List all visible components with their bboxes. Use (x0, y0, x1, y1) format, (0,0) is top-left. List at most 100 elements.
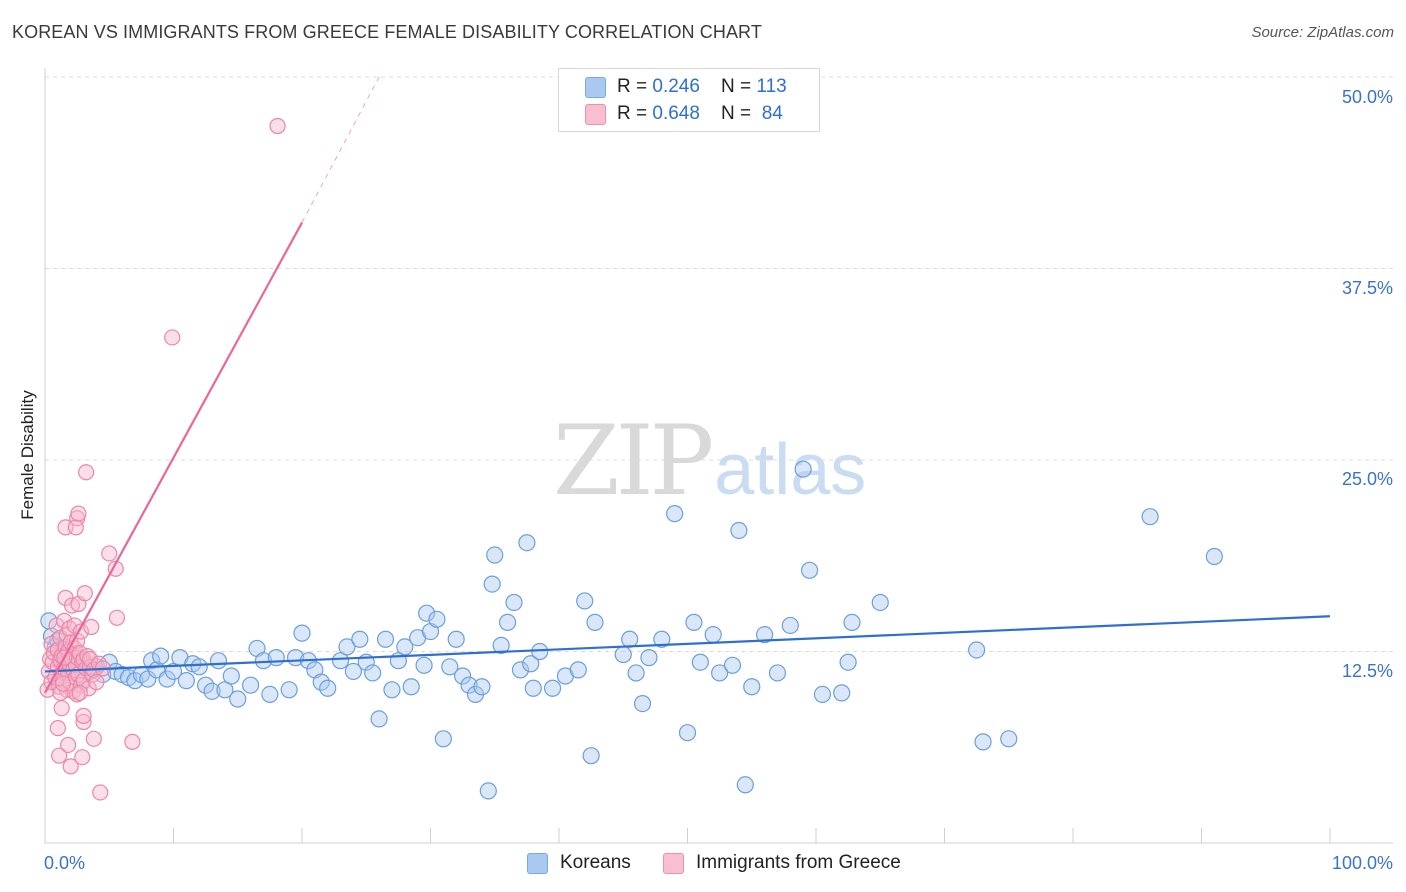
korean-point (505, 593, 523, 612)
korean-point (143, 652, 161, 670)
greece-point (48, 617, 65, 634)
korean-point (1141, 508, 1159, 526)
korean-point (678, 724, 697, 742)
greece-point (71, 684, 88, 701)
korean-point (968, 641, 986, 659)
greece-point (69, 649, 86, 666)
korean-point (126, 672, 144, 690)
korean-point (319, 679, 337, 697)
korean-point (229, 690, 247, 708)
korean-point (743, 678, 761, 696)
korean-point (543, 679, 562, 697)
legend-swatch (663, 853, 684, 874)
korean-point (800, 561, 819, 579)
korean-point (190, 658, 208, 676)
greece-point (75, 713, 92, 731)
greece-point (85, 730, 102, 747)
grid-lines (45, 76, 1393, 652)
korean-point (569, 661, 587, 679)
x-tick-label: 100.0% (1331, 853, 1393, 873)
korean-point (1205, 547, 1223, 566)
korean-point (197, 676, 215, 694)
greece-point (54, 675, 72, 692)
korean-point (522, 655, 540, 673)
korean-point (415, 656, 433, 674)
greece-trend-line (44, 222, 303, 694)
korean-point (653, 630, 671, 648)
korean-point (280, 681, 298, 699)
korean-point (843, 613, 861, 631)
korean-point (331, 652, 350, 670)
korean-point (524, 679, 542, 697)
korean-point (704, 626, 722, 644)
greece-point (63, 597, 81, 614)
korean-point (383, 681, 401, 699)
korean-point (242, 676, 260, 694)
correlation-legend: R = 0.246 N = 113 R = 0.648 N = 84 (558, 68, 820, 132)
korean-point (768, 664, 787, 682)
korean-point (460, 676, 478, 694)
greece-point (69, 686, 86, 703)
korean-point (376, 630, 395, 648)
greece-point (88, 674, 105, 691)
legend-swatch (585, 104, 606, 125)
korean-point (627, 664, 645, 682)
korean-point (454, 667, 472, 685)
r-value: 0.246 (652, 76, 700, 97)
korean-point (813, 685, 832, 703)
y-tick-label: 25.0% (1341, 469, 1393, 489)
greece-point (124, 733, 141, 750)
korean-point (344, 662, 362, 681)
korean-point (640, 649, 658, 667)
korean-point (486, 546, 504, 564)
korean-point (364, 664, 382, 682)
greece-point (67, 519, 84, 536)
greece-point (269, 117, 286, 135)
watermark: ZIPatlas (553, 405, 866, 517)
greece-point (74, 749, 91, 766)
greece-point (52, 684, 69, 701)
korean-point (633, 694, 652, 713)
korean-point (711, 664, 729, 682)
y-tick-label: 37.5% (1341, 278, 1393, 298)
korean-point (261, 685, 279, 703)
korean-point (730, 521, 748, 540)
greece-point (101, 545, 118, 562)
axes (44, 68, 1393, 844)
korean-point (839, 653, 857, 671)
greece-point (49, 719, 66, 737)
korean-point (511, 661, 530, 679)
korean-point (794, 460, 812, 478)
greece-point (92, 784, 109, 801)
korean-point (492, 636, 510, 654)
korean-point (418, 604, 436, 622)
greece-point (108, 609, 126, 626)
korean-point (209, 652, 228, 670)
watermark-zip: ZIP (553, 405, 714, 517)
greece-point (70, 505, 87, 522)
y-tick-label: 50.0% (1341, 87, 1393, 107)
korean-point (479, 782, 497, 800)
r-value: 0.648 (652, 103, 700, 124)
x-tick-label: 0.0% (44, 853, 86, 873)
greece-point (164, 329, 181, 346)
n-value: 113 (756, 76, 787, 97)
korean-point (614, 645, 632, 664)
korean-point (483, 575, 501, 593)
korean-point (499, 613, 517, 631)
greece-point (76, 585, 93, 602)
greece-trend-extension (301, 76, 380, 223)
greece-point (53, 700, 70, 717)
greece-point (62, 758, 79, 775)
korean-point (833, 684, 851, 702)
legend-swatch (585, 77, 606, 98)
korean-point (267, 649, 285, 667)
korean-point (685, 613, 703, 631)
koreans-points (40, 460, 1223, 800)
korean-point (586, 613, 604, 631)
korean-point (402, 678, 420, 696)
greece-point (51, 747, 68, 764)
series-legend: Koreans Immigrants from Greece (0, 851, 1406, 877)
trend-lines (44, 76, 1331, 694)
